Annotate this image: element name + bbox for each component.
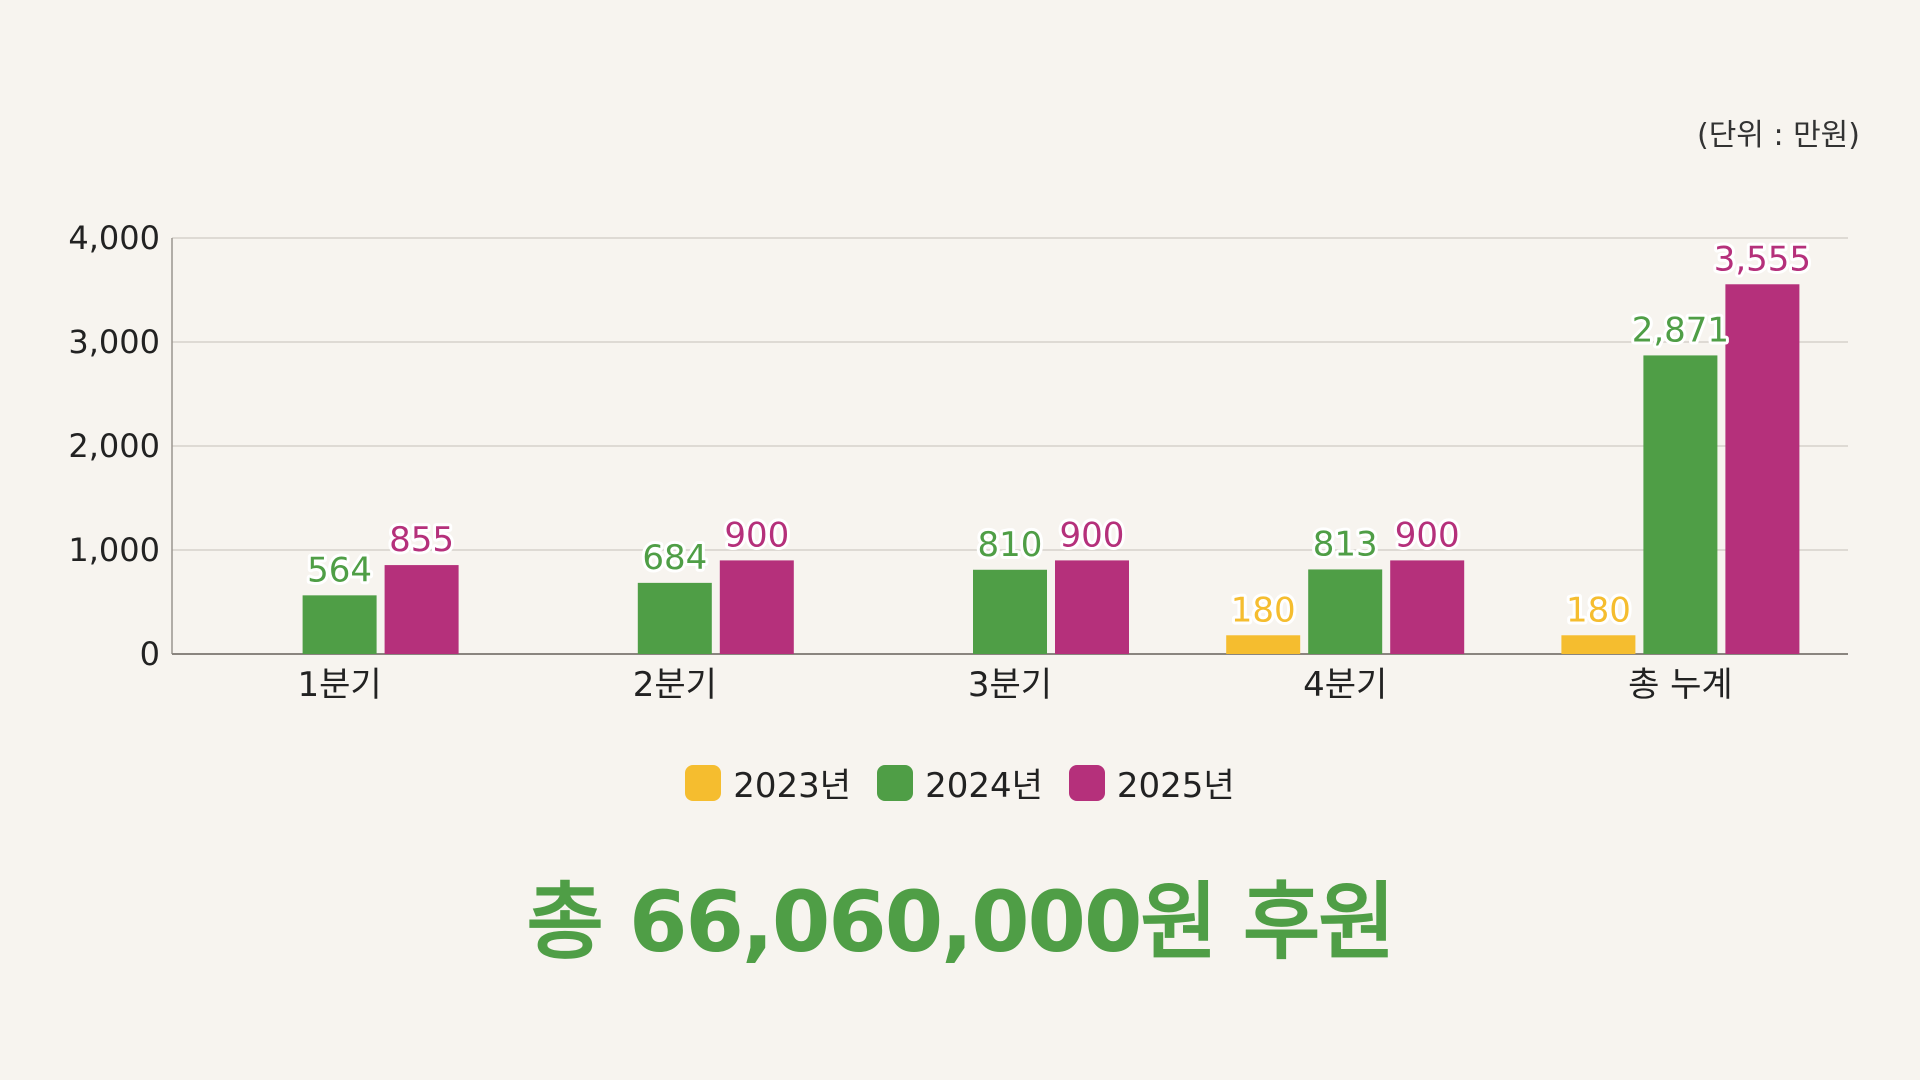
data-label: 180 <box>1566 590 1631 630</box>
bar <box>1643 355 1718 654</box>
legend-label: 2023년 <box>733 766 852 806</box>
data-label: 684 <box>642 538 707 578</box>
data-label: 2,871 <box>1632 310 1729 350</box>
data-label: 3,555 <box>1714 239 1811 279</box>
data-label: 855 <box>389 520 454 560</box>
y-tick-label: 1,000 <box>68 531 160 569</box>
data-label: 180 <box>1231 590 1296 630</box>
y-tick-label: 3,000 <box>68 323 160 361</box>
gridlines <box>172 237 1848 551</box>
y-tick-label: 0 <box>140 635 160 673</box>
bar <box>1308 569 1383 654</box>
bar <box>719 560 794 654</box>
data-label: 810 <box>978 525 1043 565</box>
unit-label: (단위 : 만원) <box>1697 118 1860 153</box>
legend-label: 2025년 <box>1116 766 1235 806</box>
legend-swatch <box>1068 764 1105 801</box>
bar <box>1226 635 1301 654</box>
legend-item: 2023년 <box>685 758 851 807</box>
data-label: 900 <box>1395 515 1460 555</box>
bar <box>973 569 1047 654</box>
x-tick-label: 3분기 <box>968 665 1052 705</box>
bar-chart: 0 1,000 2,000 3,000 4,000 1분기 2분기 3분기 4분기 총 누계 56… <box>68 219 1848 705</box>
bar <box>1390 560 1465 654</box>
bars <box>302 284 1800 654</box>
legend-item: 2024년 <box>877 758 1043 807</box>
bar <box>302 595 377 654</box>
legend: 2023년 2024년 2025년 <box>0 758 1920 807</box>
bar <box>1725 284 1800 654</box>
y-tick-label: 2,000 <box>68 427 160 465</box>
y-tick-label: 4,000 <box>68 219 160 257</box>
data-label: 900 <box>1060 515 1125 555</box>
bar <box>637 582 712 654</box>
legend-swatch <box>685 764 722 801</box>
x-tick-label: 2분기 <box>633 665 717 705</box>
bar <box>1055 560 1129 654</box>
data-label: 900 <box>724 515 789 555</box>
legend-item: 2025년 <box>1068 758 1235 807</box>
data-label: 564 <box>307 550 372 590</box>
legend-swatch <box>877 764 914 801</box>
x-tick-label: 1분기 <box>297 665 381 705</box>
bar <box>384 565 459 654</box>
data-labels: 564 855 684 900 810 900 180 813 900 180 2,871 3,555 <box>304 236 1814 633</box>
total-donation-headline: 총 66,060,000원 후원 <box>526 873 1395 971</box>
data-label: 813 <box>1313 524 1378 564</box>
bar <box>1561 635 1636 654</box>
legend-label: 2024년 <box>925 766 1043 806</box>
x-tick-label: 총 누계 <box>1628 665 1733 705</box>
x-tick-label: 4분기 <box>1303 665 1387 705</box>
